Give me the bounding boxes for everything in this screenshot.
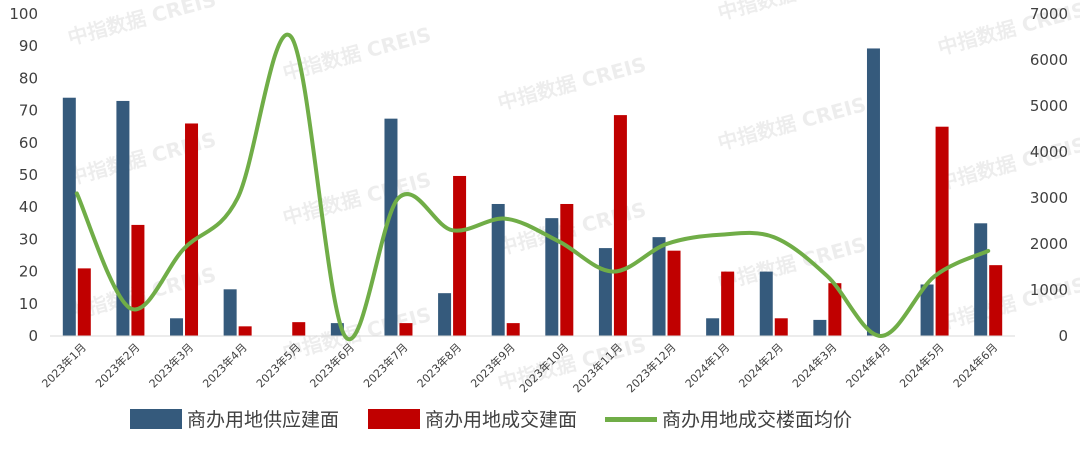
x-tick-label: 2023年7月: [360, 340, 410, 390]
line-series: [74, 32, 991, 342]
supply-bar: [598, 248, 612, 336]
transaction-bar: [828, 283, 842, 336]
x-tick-label: 2023年5月: [253, 340, 303, 390]
supply-bar: [652, 237, 666, 336]
transaction-bar: [292, 322, 306, 336]
watermark-text: 中指数据 CREIS: [715, 232, 869, 295]
x-tick-label: 2024年6月: [950, 340, 1000, 390]
right-tick-label: 4000: [1030, 143, 1068, 161]
transaction-bar: [560, 203, 574, 336]
right-tick-label: 3000: [1030, 189, 1068, 207]
right-axis: 0 1000 2000 3000 4000 5000 6000 7000: [1030, 5, 1068, 345]
legend-label: 商办用地成交建面: [425, 409, 577, 431]
transaction-bar: [989, 265, 1003, 336]
left-tick-label: 30: [19, 230, 38, 248]
supply-bar: [491, 203, 505, 336]
transaction-bar: [453, 175, 467, 336]
right-tick-label: 2000: [1030, 235, 1068, 253]
supply-bar: [920, 284, 934, 336]
transaction-bar: [506, 323, 520, 336]
legend-swatch-supply: [130, 409, 182, 429]
transaction-bar: [721, 271, 735, 336]
right-tick-label: 6000: [1030, 51, 1068, 69]
right-tick-label: 7000: [1030, 5, 1068, 23]
left-tick-label: 0: [28, 327, 38, 345]
legend: 商办用地供应建面 商办用地成交建面 商办用地成交楼面均价: [130, 409, 852, 431]
x-tick-label: 2023年1月: [39, 340, 89, 390]
watermark-text: 中指数据 CREIS: [715, 92, 869, 155]
left-tick-label: 10: [19, 295, 38, 313]
watermark-text: 中指数据 CREIS: [715, 0, 869, 25]
x-tick-label: 2024年5月: [897, 340, 947, 390]
transaction-bar: [185, 123, 199, 336]
transaction-bar: [667, 250, 681, 336]
left-tick-label: 60: [19, 134, 38, 152]
x-tick-label: 2023年8月: [414, 340, 464, 390]
legend-label: 商办用地成交楼面均价: [662, 409, 852, 431]
left-tick-label: 90: [19, 37, 38, 55]
watermark-text: 中指数据 CREIS: [935, 132, 1080, 195]
transaction-bar: [399, 323, 413, 336]
x-tick-label: 2023年4月: [200, 340, 250, 390]
supply-bar: [384, 118, 398, 337]
supply-bar: [706, 318, 720, 336]
watermark-text: 中指数据 CREIS: [495, 52, 649, 115]
supply-bar: [545, 218, 559, 336]
transaction-bar: [77, 268, 91, 336]
transaction-bar: [131, 224, 145, 336]
right-tick-label: 0: [1058, 327, 1068, 345]
left-tick-label: 100: [9, 5, 38, 23]
transaction-bar: [935, 126, 949, 336]
avg-price-line: [74, 32, 991, 342]
watermark-text: 中指数据 CREIS: [65, 0, 219, 50]
supply-bar: [223, 289, 237, 336]
x-tick-label: 2024年1月: [682, 340, 732, 390]
supply-bar: [116, 100, 130, 336]
transaction-bar: [238, 326, 252, 336]
legend-swatch-line: [605, 417, 657, 422]
watermark-text: 中指数据 CREIS: [280, 167, 434, 230]
transaction-bar: [613, 115, 627, 336]
left-tick-label: 40: [19, 198, 38, 216]
supply-bar: [813, 319, 827, 336]
supply-bar: [62, 97, 76, 336]
supply-bar: [974, 223, 988, 336]
x-tick-label: 2024年3月: [789, 340, 839, 390]
left-tick-label: 50: [19, 166, 38, 184]
transaction-bar: [774, 318, 788, 336]
left-tick-label: 70: [19, 102, 38, 120]
x-tick-label: 2023年3月: [146, 340, 196, 390]
bars: [62, 48, 1003, 337]
supply-bar: [438, 293, 452, 336]
left-tick-label: 80: [19, 69, 38, 87]
left-tick-label: 20: [19, 263, 38, 281]
supply-bar: [170, 318, 184, 336]
x-tick-label: 2024年2月: [736, 340, 786, 390]
x-tick-label: 2023年2月: [92, 340, 142, 390]
supply-bar: [866, 48, 880, 336]
x-tick-label: 2024年4月: [843, 340, 893, 390]
legend-label: 商办用地供应建面: [187, 409, 339, 431]
left-axis: 0 10 20 30 40 50 60 70 80 90 100: [9, 5, 38, 345]
right-tick-label: 5000: [1030, 97, 1068, 115]
right-tick-label: 1000: [1030, 281, 1068, 299]
supply-bar: [759, 271, 773, 336]
legend-swatch-transaction: [368, 409, 420, 429]
